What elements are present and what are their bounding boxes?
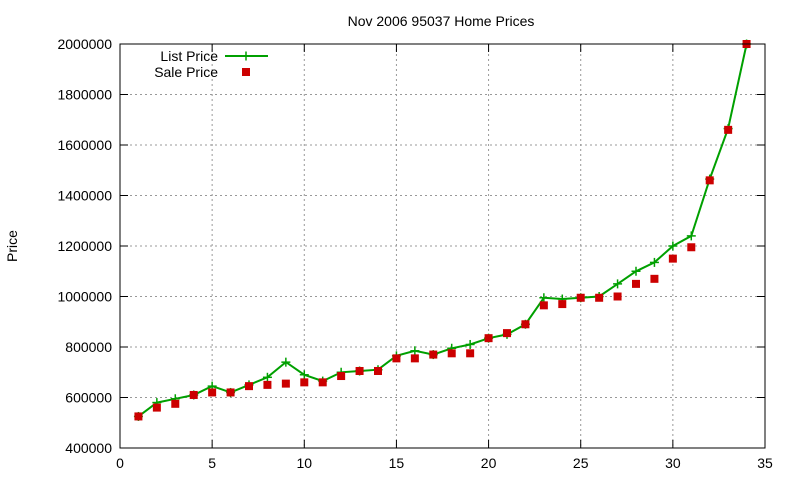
y-axis-label: Price	[4, 230, 20, 262]
sale-price-point	[263, 380, 272, 389]
list-price-point	[539, 293, 549, 303]
list-price-point	[299, 370, 309, 380]
plot-frame	[119, 43, 766, 449]
sale-price-point	[410, 354, 419, 363]
y-tick-label: 600000	[65, 390, 112, 406]
x-tick-label: 30	[665, 455, 681, 471]
legend-label: List Price	[160, 48, 218, 64]
sale-price-point	[539, 301, 548, 310]
legend-marker-sale-price	[242, 68, 250, 76]
sale-price-point	[300, 378, 309, 387]
sale-price-point	[521, 320, 530, 329]
x-tick-label: 15	[389, 455, 405, 471]
y-tick-label: 1000000	[57, 289, 112, 305]
series-line-list-price	[137, 43, 748, 418]
axes: 400000 600000 800000 1000000 1200000 1400000 1…	[57, 36, 773, 471]
sale-price-point	[650, 274, 659, 283]
sale-price-point	[632, 279, 640, 288]
sale-price-point	[189, 390, 198, 399]
sale-price-point	[613, 292, 622, 301]
sale-price-point	[208, 388, 217, 397]
sale-price-point	[171, 399, 180, 408]
sale-price-point	[558, 300, 567, 309]
series-layer	[133, 39, 752, 421]
x-tick-label: 20	[481, 455, 497, 471]
sale-price-point	[576, 293, 585, 302]
y-tick-label: 1200000	[57, 238, 112, 254]
y-tick-label: 1400000	[57, 188, 112, 204]
sale-price-point	[724, 125, 733, 134]
sale-price-point	[705, 176, 714, 185]
sale-price-point	[281, 379, 290, 388]
y-tick-label: 1800000	[57, 87, 112, 103]
x-tick-label: 0	[116, 455, 124, 471]
chart-title: Nov 2006 95037 Home Prices	[348, 13, 535, 29]
sale-price-point	[152, 403, 161, 412]
legend-marker-list-price	[241, 51, 251, 61]
y-tick-label: 400000	[65, 440, 112, 456]
list-price-point	[465, 339, 475, 349]
x-tick-label: 5	[208, 455, 216, 471]
sale-price-point	[595, 293, 604, 302]
sale-price-point	[337, 372, 346, 381]
y-tick-label: 1600000	[57, 137, 112, 153]
sale-price-point	[392, 354, 401, 363]
sale-price-point	[374, 366, 382, 375]
list-price-point	[410, 346, 420, 356]
y-tick-label: 2000000	[57, 36, 112, 52]
legend-label: Sale Price	[154, 64, 218, 80]
sale-price-point	[134, 412, 143, 421]
x-tick-label: 35	[757, 455, 773, 471]
sale-price-point	[318, 378, 327, 387]
sale-price-point	[429, 350, 438, 359]
list-price-point	[281, 357, 291, 367]
sale-price-point	[245, 382, 253, 391]
sale-price-point	[447, 349, 456, 358]
sale-price-point	[503, 329, 511, 338]
sale-price-point	[484, 334, 493, 343]
list-price-point	[262, 372, 272, 382]
list-price-point	[649, 257, 659, 267]
x-tick-label: 10	[296, 455, 312, 471]
y-tick-label: 800000	[65, 339, 112, 355]
list-price-point	[631, 266, 641, 276]
list-price-point	[613, 279, 623, 289]
list-price-point	[668, 241, 678, 251]
sale-price-point	[355, 366, 364, 375]
list-price-point	[686, 231, 696, 241]
sale-price-point	[668, 254, 677, 263]
x-tick-label: 25	[573, 455, 589, 471]
sale-price-point	[466, 349, 475, 358]
sale-price-point	[687, 243, 696, 252]
sale-price-point	[226, 388, 235, 397]
